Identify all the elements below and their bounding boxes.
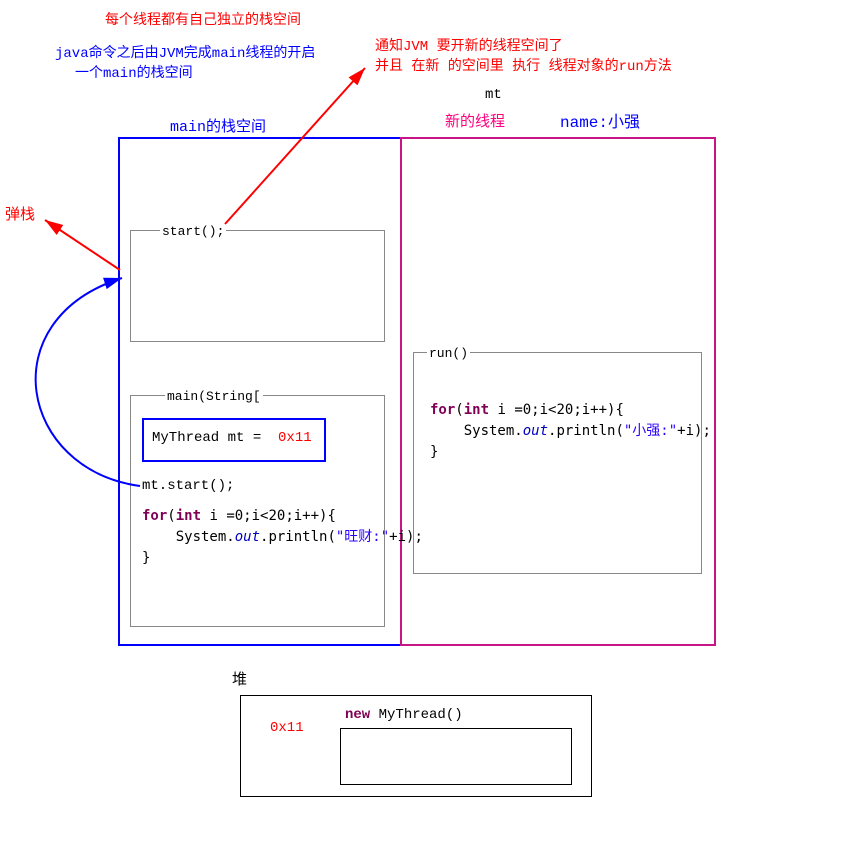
arrows-layer <box>0 0 846 849</box>
arrow-mtstart-to-startframe <box>36 278 140 486</box>
arrow-popstack <box>45 220 120 270</box>
arrow-start-to-jvm <box>225 68 365 224</box>
